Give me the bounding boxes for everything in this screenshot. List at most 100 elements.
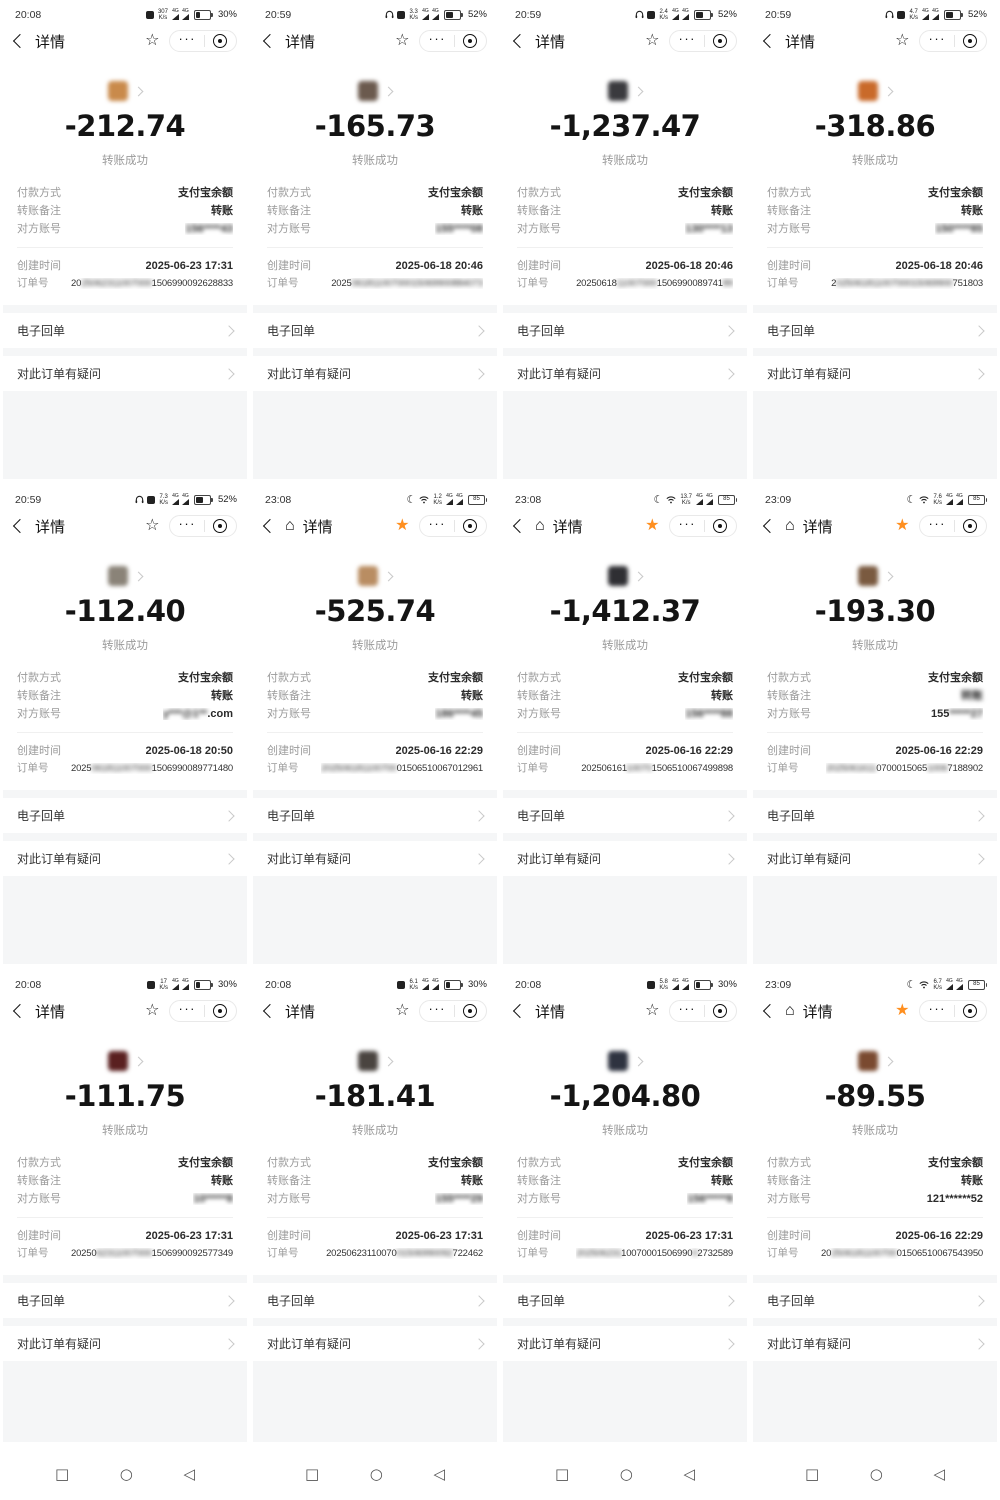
payee-row[interactable]: [503, 565, 747, 587]
back-icon[interactable]: [12, 518, 28, 534]
order-question-row[interactable]: 对此订单有疑问: [503, 356, 747, 391]
close-target-icon[interactable]: [713, 34, 727, 48]
more-menu-icon[interactable]: ···: [678, 31, 696, 46]
favorite-star-icon[interactable]: ★: [645, 517, 660, 534]
receipt-row[interactable]: 电子回单: [753, 313, 997, 348]
close-target-icon[interactable]: [213, 34, 227, 48]
receipt-row[interactable]: 电子回单: [253, 1283, 497, 1318]
close-target-icon[interactable]: [963, 1004, 977, 1018]
receipt-row[interactable]: 电子回单: [503, 1283, 747, 1318]
favorite-star-icon[interactable]: ☆: [895, 32, 910, 49]
favorite-star-icon[interactable]: ☆: [145, 517, 160, 534]
payee-row[interactable]: [503, 80, 747, 102]
more-menu-icon[interactable]: ···: [178, 516, 196, 531]
payee-row[interactable]: [3, 565, 247, 587]
order-question-row[interactable]: 对此订单有疑问: [503, 1326, 747, 1361]
home-button[interactable]: ○: [619, 1464, 633, 1483]
close-target-icon[interactable]: [213, 1004, 227, 1018]
receipt-row[interactable]: 电子回单: [3, 798, 247, 833]
payee-row[interactable]: [753, 565, 997, 587]
more-menu-icon[interactable]: ···: [928, 31, 946, 46]
recents-button[interactable]: □: [805, 1464, 820, 1483]
back-button[interactable]: ◁: [183, 1464, 195, 1483]
close-target-icon[interactable]: [463, 519, 477, 533]
recents-button[interactable]: □: [55, 1464, 70, 1483]
payee-row[interactable]: [253, 80, 497, 102]
payee-row[interactable]: [3, 80, 247, 102]
recents-button[interactable]: □: [555, 1464, 570, 1483]
favorite-star-icon[interactable]: ☆: [645, 32, 660, 49]
more-menu-icon[interactable]: ···: [928, 1001, 946, 1016]
home-button[interactable]: ○: [369, 1464, 383, 1483]
payee-row[interactable]: [753, 1050, 997, 1072]
back-icon[interactable]: [12, 1003, 28, 1019]
more-menu-icon[interactable]: ···: [178, 1001, 196, 1016]
close-target-icon[interactable]: [963, 34, 977, 48]
favorite-star-icon[interactable]: ☆: [395, 32, 410, 49]
close-target-icon[interactable]: [463, 34, 477, 48]
close-target-icon[interactable]: [463, 1004, 477, 1018]
close-target-icon[interactable]: [213, 519, 227, 533]
receipt-row[interactable]: 电子回单: [753, 1283, 997, 1318]
order-question-row[interactable]: 对此订单有疑问: [253, 841, 497, 876]
favorite-star-icon[interactable]: ☆: [145, 32, 160, 49]
back-icon[interactable]: [12, 33, 28, 49]
favorite-star-icon[interactable]: ☆: [395, 1002, 410, 1019]
back-button[interactable]: ◁: [683, 1464, 695, 1483]
back-button[interactable]: ◁: [433, 1464, 445, 1483]
order-question-row[interactable]: 对此订单有疑问: [753, 356, 997, 391]
close-target-icon[interactable]: [713, 519, 727, 533]
receipt-row[interactable]: 电子回单: [253, 313, 497, 348]
back-icon[interactable]: [262, 33, 278, 49]
order-question-row[interactable]: 对此订单有疑问: [253, 356, 497, 391]
favorite-star-icon[interactable]: ★: [395, 517, 410, 534]
home-icon[interactable]: ⌂: [785, 517, 795, 534]
receipt-row[interactable]: 电子回单: [253, 798, 497, 833]
receipt-row[interactable]: 电子回单: [503, 798, 747, 833]
favorite-star-icon[interactable]: ★: [895, 517, 910, 534]
order-question-row[interactable]: 对此订单有疑问: [3, 841, 247, 876]
back-icon[interactable]: [762, 518, 778, 534]
more-menu-icon[interactable]: ···: [428, 31, 446, 46]
home-button[interactable]: ○: [119, 1464, 133, 1483]
receipt-row[interactable]: 电子回单: [503, 313, 747, 348]
more-menu-icon[interactable]: ···: [678, 1001, 696, 1016]
more-menu-icon[interactable]: ···: [428, 516, 446, 531]
receipt-row[interactable]: 电子回单: [3, 313, 247, 348]
order-question-row[interactable]: 对此订单有疑问: [253, 1326, 497, 1361]
recents-button[interactable]: □: [305, 1464, 320, 1483]
home-icon[interactable]: ⌂: [535, 517, 545, 534]
more-menu-icon[interactable]: ···: [678, 516, 696, 531]
home-icon[interactable]: ⌂: [785, 1002, 795, 1019]
back-icon[interactable]: [262, 518, 278, 534]
home-icon[interactable]: ⌂: [285, 517, 295, 534]
order-question-row[interactable]: 对此订单有疑问: [3, 356, 247, 391]
payee-row[interactable]: [503, 1050, 747, 1072]
back-icon[interactable]: [512, 33, 528, 49]
payee-row[interactable]: [753, 80, 997, 102]
back-icon[interactable]: [762, 1003, 778, 1019]
close-target-icon[interactable]: [963, 519, 977, 533]
close-target-icon[interactable]: [713, 1004, 727, 1018]
home-button[interactable]: ○: [869, 1464, 883, 1483]
more-menu-icon[interactable]: ···: [178, 31, 196, 46]
receipt-row[interactable]: 电子回单: [3, 1283, 247, 1318]
favorite-star-icon[interactable]: ☆: [645, 1002, 660, 1019]
order-question-row[interactable]: 对此订单有疑问: [753, 841, 997, 876]
more-menu-icon[interactable]: ···: [428, 1001, 446, 1016]
payee-row[interactable]: [3, 1050, 247, 1072]
back-icon[interactable]: [512, 1003, 528, 1019]
back-icon[interactable]: [512, 518, 528, 534]
order-question-row[interactable]: 对此订单有疑问: [3, 1326, 247, 1361]
order-question-row[interactable]: 对此订单有疑问: [503, 841, 747, 876]
payee-row[interactable]: [253, 565, 497, 587]
order-question-row[interactable]: 对此订单有疑问: [753, 1326, 997, 1361]
favorite-star-icon[interactable]: ★: [895, 1002, 910, 1019]
back-icon[interactable]: [262, 1003, 278, 1019]
receipt-row[interactable]: 电子回单: [753, 798, 997, 833]
payee-row[interactable]: [253, 1050, 497, 1072]
back-button[interactable]: ◁: [933, 1464, 945, 1483]
favorite-star-icon[interactable]: ☆: [145, 1002, 160, 1019]
more-menu-icon[interactable]: ···: [928, 516, 946, 531]
back-icon[interactable]: [762, 33, 778, 49]
